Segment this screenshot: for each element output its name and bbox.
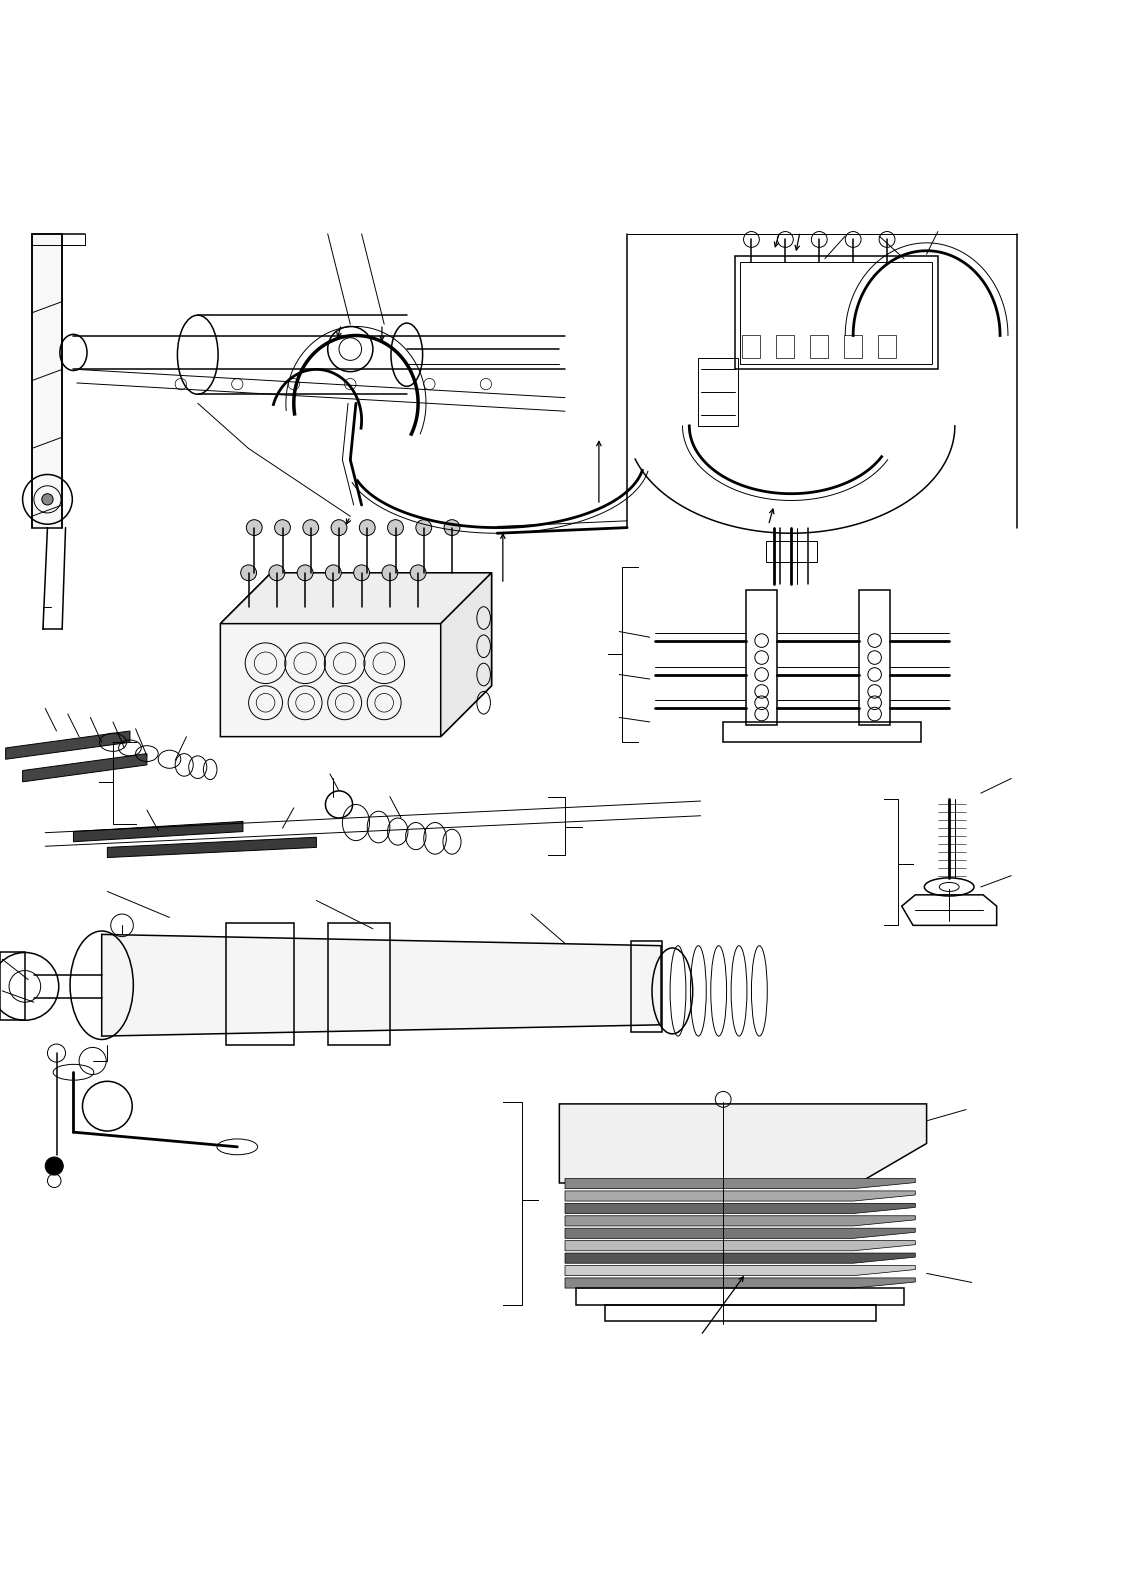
- Circle shape: [359, 520, 375, 536]
- Polygon shape: [565, 1216, 915, 1225]
- Circle shape: [410, 565, 426, 581]
- Polygon shape: [220, 573, 492, 737]
- Bar: [878, 335, 896, 358]
- Circle shape: [416, 520, 432, 536]
- Circle shape: [269, 565, 285, 581]
- Circle shape: [325, 565, 341, 581]
- Circle shape: [45, 1158, 63, 1175]
- Circle shape: [388, 520, 403, 536]
- Circle shape: [303, 520, 319, 536]
- Circle shape: [246, 520, 262, 536]
- Bar: [734, 257, 938, 370]
- Polygon shape: [565, 1241, 915, 1251]
- Polygon shape: [565, 1203, 915, 1213]
- Bar: [328, 923, 390, 1046]
- Polygon shape: [32, 233, 62, 528]
- Polygon shape: [565, 1254, 915, 1263]
- Polygon shape: [73, 822, 243, 841]
- Bar: [605, 1306, 876, 1321]
- Circle shape: [444, 520, 460, 536]
- Bar: [746, 589, 777, 726]
- Bar: [0, 953, 25, 1021]
- Polygon shape: [23, 753, 147, 781]
- Polygon shape: [107, 838, 316, 857]
- Circle shape: [331, 520, 347, 536]
- Circle shape: [275, 520, 290, 536]
- Polygon shape: [6, 731, 130, 759]
- Bar: [698, 358, 738, 425]
- Bar: [742, 335, 760, 358]
- Bar: [776, 335, 794, 358]
- Polygon shape: [220, 573, 492, 624]
- Bar: [859, 589, 890, 726]
- Circle shape: [241, 565, 257, 581]
- Polygon shape: [565, 1265, 915, 1276]
- Polygon shape: [102, 934, 661, 1036]
- Bar: [810, 335, 828, 358]
- Polygon shape: [565, 1191, 915, 1202]
- Polygon shape: [565, 1178, 915, 1189]
- Polygon shape: [441, 573, 492, 737]
- Circle shape: [297, 565, 313, 581]
- Circle shape: [354, 565, 370, 581]
- Polygon shape: [565, 1228, 915, 1238]
- Bar: [723, 721, 921, 742]
- Circle shape: [382, 565, 398, 581]
- Bar: [766, 542, 817, 562]
- Polygon shape: [565, 1277, 915, 1288]
- Bar: [631, 942, 662, 1032]
- Bar: [576, 1288, 904, 1306]
- Bar: [740, 261, 932, 364]
- Bar: [226, 923, 294, 1046]
- Polygon shape: [559, 1104, 927, 1183]
- Circle shape: [42, 493, 53, 506]
- Bar: [844, 335, 862, 358]
